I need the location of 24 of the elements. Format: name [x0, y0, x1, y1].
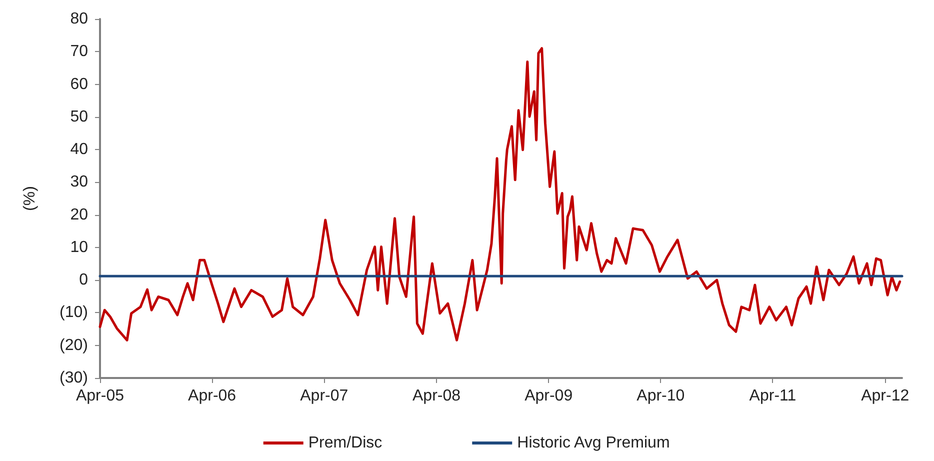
line-series — [98, 47, 902, 342]
y-tick-label: (30) — [60, 370, 88, 386]
x-tick-label: Apr-12 — [861, 388, 910, 404]
x-tick-label: Apr-09 — [524, 388, 573, 404]
y-tick-label: 50 — [70, 108, 88, 126]
y-tick-label: (20) — [60, 336, 88, 354]
x-tick-label: Apr-10 — [636, 388, 685, 404]
y-tick-label: (10) — [60, 304, 88, 322]
y-tick-label: 30 — [70, 174, 88, 191]
x-tick-label: Apr-06 — [188, 388, 236, 404]
legend-label: Prem/Disc — [308, 434, 382, 452]
x-tick-label: Apr-05 — [76, 388, 124, 404]
x-tick-label: Apr-07 — [300, 388, 348, 404]
y-tick-label: 80 — [70, 10, 88, 28]
y-tick-label: 20 — [70, 206, 88, 224]
x-tick-label: Apr-11 — [749, 388, 796, 404]
y-tick-label: 40 — [70, 141, 88, 158]
y-tick-label: 70 — [70, 43, 88, 60]
y-tick-label: 60 — [70, 76, 88, 93]
x-tick-label: Apr-08 — [412, 388, 461, 404]
y-axis-title: (%) — [22, 186, 38, 211]
legend-label: Historic Avg Premium — [517, 434, 670, 452]
y-tick-label: 10 — [70, 238, 88, 256]
y-tick-label: 0 — [79, 272, 88, 289]
